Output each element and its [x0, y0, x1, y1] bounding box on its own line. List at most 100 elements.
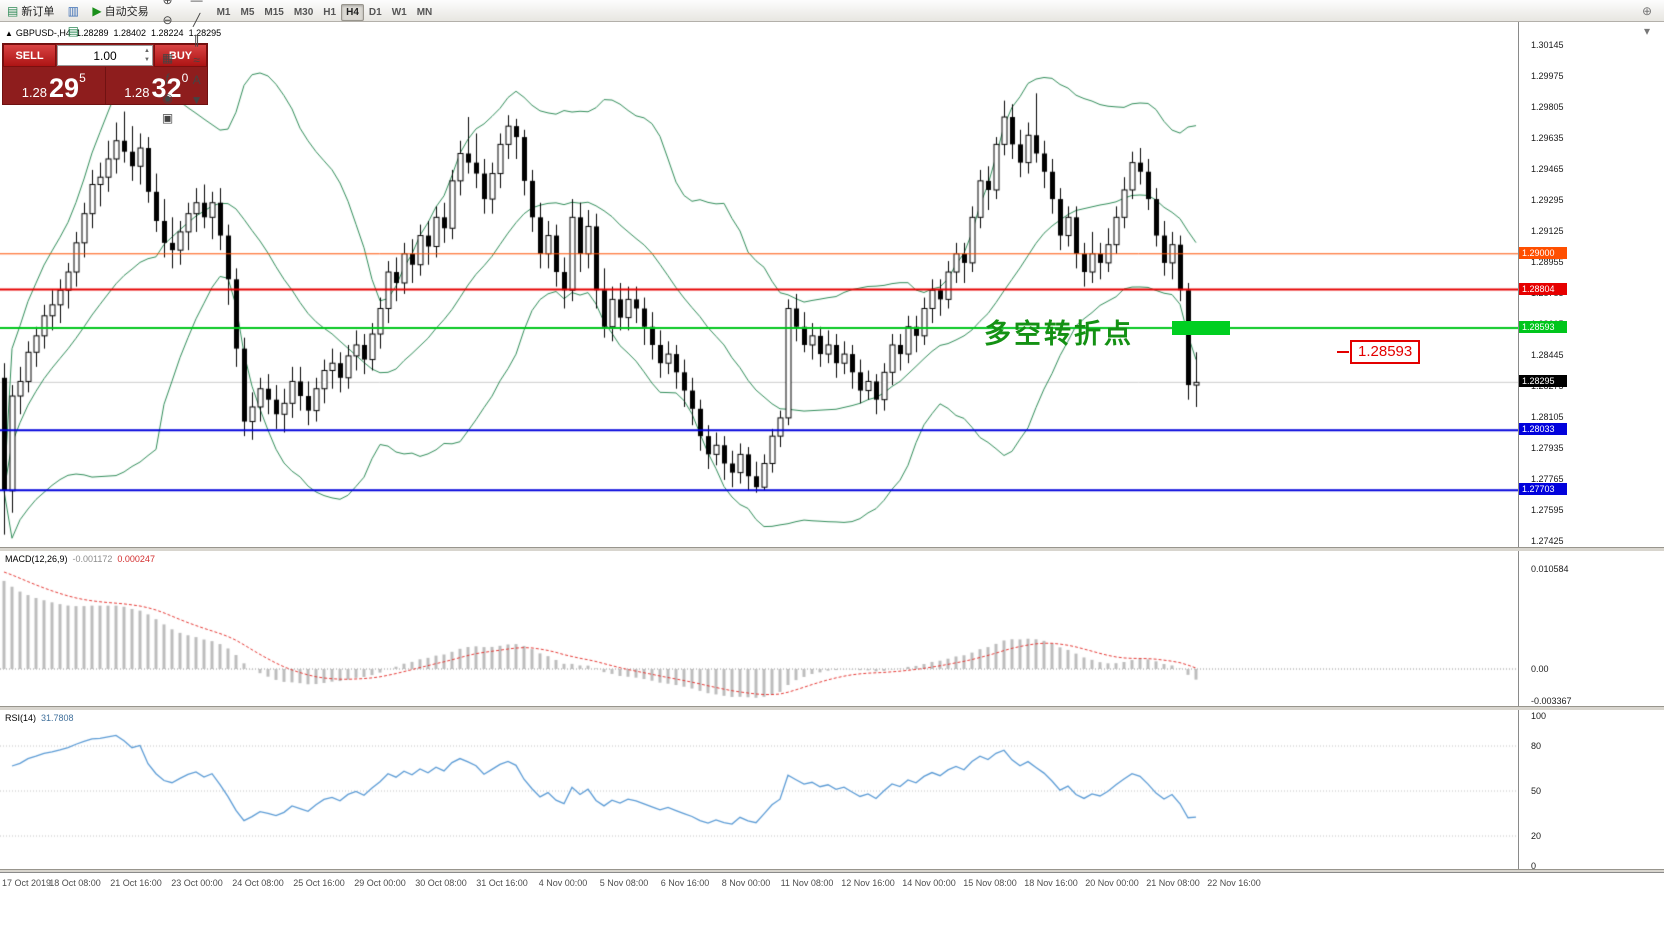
fibonacci-icon: ≈: [193, 52, 200, 67]
high-value: 1.28402: [113, 28, 147, 38]
price-callout-label[interactable]: 1.28593: [1350, 340, 1421, 364]
symbol-label: GBPUSD-,H4: [15, 28, 71, 38]
time-tick: 18 Nov 16:00: [1024, 878, 1078, 888]
macd-tick: -0.003367: [1531, 695, 1572, 706]
price-axis[interactable]: 1.30145 1.29975 1.29805 1.29635 1.29465 1.292…: [1518, 22, 1664, 872]
pane-splitter-macd[interactable]: [0, 547, 1664, 551]
search-icon: ⊕: [1641, 3, 1653, 18]
buy-button[interactable]: BUY: [154, 44, 207, 67]
zoom-in-icon: ⊕: [163, 0, 173, 6]
time-tick: 8 Nov 00:00: [721, 878, 771, 888]
channel-icon: ∥: [193, 32, 200, 47]
time-tick: 25 Oct 16:00: [293, 878, 345, 888]
time-tick: 31 Oct 16:00: [476, 878, 528, 888]
search-button[interactable]: ⊕: [1633, 1, 1661, 21]
rsi-tick: 20: [1531, 831, 1542, 841]
price-tick: 1.29295: [1531, 195, 1564, 205]
time-tick: 11 Nov 08:00: [780, 878, 834, 888]
rsi-header: RSI(14) 31.7808: [5, 713, 79, 723]
menu-dropdown-button[interactable]: ▾: [1633, 21, 1661, 41]
menu-dropdown-icon: ▾: [1643, 23, 1651, 38]
templates-button[interactable]: ▣: [154, 108, 182, 128]
time-tick: 4 Nov 00:00: [538, 878, 588, 888]
time-tick: 17 Oct 2019: [2, 878, 52, 888]
timeframe-m15[interactable]: M15: [264, 6, 284, 18]
volume-down-icon[interactable]: ▼: [144, 57, 150, 63]
sell-button[interactable]: SELL: [3, 44, 56, 67]
price-tick: 1.27765: [1531, 474, 1564, 484]
trendline-button[interactable]: ╱: [183, 10, 211, 30]
rsi-tick: 50: [1531, 786, 1542, 796]
rsi-tick: 80: [1531, 741, 1542, 751]
timeframe-mn[interactable]: MN: [416, 6, 433, 18]
new-order-label: 新订单: [21, 5, 55, 18]
horizontal-line-icon: ―: [191, 0, 203, 6]
periods-dropdown-button[interactable]: ◉: [154, 88, 182, 108]
indicators-button[interactable]: ƒ: [154, 68, 182, 88]
sell-price[interactable]: 1.28 29 5: [3, 67, 106, 104]
time-tick: 14 Nov 00:00: [902, 878, 956, 888]
current-price-label: 1.28295: [1519, 375, 1567, 388]
templates-icon: ▣: [161, 110, 174, 125]
time-tick: 18 Oct 08:00: [49, 878, 101, 888]
time-tick: 15 Nov 08:00: [963, 878, 1017, 888]
buy-price[interactable]: 1.28 32 0: [106, 67, 208, 104]
macd-tick: 0.010584: [1531, 564, 1569, 574]
one-click-trading-panel: SELL 1.00 ▲ ▼ BUY 1.28 29 5 1.28 32 0: [2, 43, 208, 105]
autotrade-button[interactable]: ▶ 自动交易: [88, 1, 152, 21]
timeframe-h4[interactable]: H4: [341, 3, 364, 21]
rsi-tick: 100: [1531, 711, 1547, 721]
zoom-out-button[interactable]: ⊖: [154, 10, 182, 30]
close-value: 1.28295: [188, 28, 222, 38]
hline-price-label: 1.29000: [1519, 246, 1567, 259]
zoom-in-button[interactable]: ⊕: [154, 0, 182, 10]
macd-value: -0.001172: [72, 554, 113, 564]
timeframe-w1[interactable]: W1: [391, 6, 407, 18]
horizontal-line-button[interactable]: ―: [183, 0, 211, 10]
timeframe-d1[interactable]: D1: [368, 6, 382, 18]
shapes-dropdown-button[interactable]: ▼: [183, 90, 211, 110]
tile-windows-button[interactable]: ▦: [154, 48, 182, 68]
new-order-button[interactable]: ▤ 新订单: [3, 1, 58, 21]
hline-price-label: 1.28804: [1519, 282, 1567, 295]
buy-price-prefix: 1.28: [124, 84, 150, 100]
pane-splitter-rsi[interactable]: [0, 706, 1664, 710]
data-window-icon: ▥: [67, 3, 80, 18]
autotrade-play-icon: ▶: [92, 3, 102, 18]
channel-button[interactable]: ∥: [183, 30, 211, 50]
pane-splitter-bottom[interactable]: [0, 869, 1664, 872]
timeframe-m5[interactable]: M5: [240, 6, 255, 18]
text-icon: A: [192, 72, 201, 87]
buy-price-sup: 0: [181, 71, 189, 85]
fibonacci-button[interactable]: ≈: [183, 50, 211, 70]
timeframe-m1[interactable]: M1: [216, 6, 231, 18]
data-window-button[interactable]: ▥: [59, 1, 87, 21]
volume-input[interactable]: 1.00 ▲ ▼: [57, 45, 153, 66]
main-chart-canvas[interactable]: [0, 22, 1518, 872]
timeframe-m30[interactable]: M30: [293, 6, 314, 18]
price-tick: 1.27425: [1531, 536, 1564, 546]
turning-point-highlight-rectangle[interactable]: [1172, 321, 1230, 335]
buy-price-big: 32: [151, 73, 182, 104]
hline-price-label: 1.28033: [1519, 423, 1567, 436]
macd-tick: 0.00: [1531, 664, 1549, 674]
price-tick: 1.28445: [1531, 350, 1564, 360]
timeframe-h1[interactable]: H1: [323, 6, 337, 18]
one-click-collapse-icon[interactable]: ▲: [5, 29, 13, 38]
time-tick: 23 Oct 00:00: [171, 878, 223, 888]
volume-value: 1.00: [93, 48, 117, 63]
macd-signal-value: 0.000247: [117, 554, 155, 564]
rsi-label: RSI(14): [5, 713, 37, 723]
chart-window: ▲ GBPUSD-,H4 1.28289 1.28402 1.28224 1.28295 …: [0, 22, 1664, 949]
sell-price-prefix: 1.28: [21, 84, 48, 100]
tile-windows-icon: ▦: [161, 50, 174, 65]
time-axis[interactable]: 17 Oct 2019 18 Oct 08:00 21 Oct 16:00 23 Oc…: [0, 872, 1664, 896]
time-tick: 12 Nov 16:00: [841, 878, 895, 888]
zoom-out-icon: ⊖: [162, 12, 173, 27]
time-tick: 20 Nov 00:00: [1085, 878, 1139, 888]
navigator-button[interactable]: ▤: [59, 21, 87, 41]
time-tick: 24 Oct 08:00: [232, 878, 284, 888]
volume-up-icon[interactable]: ▲: [144, 48, 150, 54]
shapes-dropdown-icon: ▼: [190, 92, 203, 107]
text-button[interactable]: A: [183, 70, 211, 90]
